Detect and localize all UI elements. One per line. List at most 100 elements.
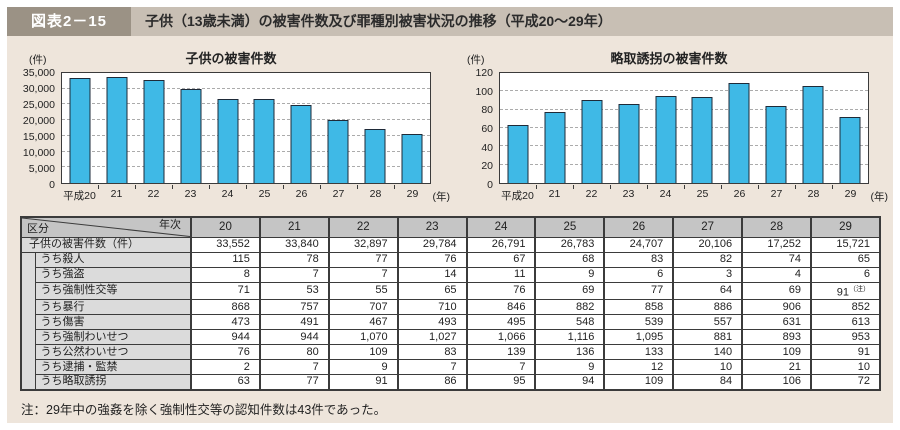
table-cell: 136 <box>534 344 606 361</box>
x-tick-mark <box>98 185 99 189</box>
table-cell: 24,707 <box>603 236 675 253</box>
table-cell: 86 <box>396 374 468 391</box>
table-row: うち傷害 473 491 467 493 495 548 539 557 631 613 <box>21 314 881 331</box>
table-cell: 9 <box>534 359 606 376</box>
table-cell: 893 <box>741 329 813 346</box>
bar <box>364 128 386 183</box>
table-cell: 67 <box>465 251 537 268</box>
year-header: 24 <box>465 216 537 238</box>
table-cell: 26,783 <box>534 236 606 253</box>
bar <box>839 117 861 183</box>
table-cell: 710 <box>396 299 468 316</box>
table-body: 子供の被害件数（件） 33,552 33,840 32,897 29,784 26,791… <box>20 236 881 391</box>
table-cell: 6 <box>810 266 881 283</box>
x-tick-mark <box>394 185 395 189</box>
plot-outer: 平成20 21 22 23 24 25 26 27 28 29 (年) <box>61 72 450 203</box>
x-tick-label: 22 <box>585 188 598 200</box>
table-cell: 10 <box>672 359 744 376</box>
bar <box>106 76 128 183</box>
table-cell: 69 <box>741 281 813 301</box>
y-tick-label: 35,000 <box>22 67 55 79</box>
table-cell: 473 <box>190 314 261 331</box>
table-cell: 77 <box>327 251 399 268</box>
year-header: 26 <box>603 216 675 238</box>
table-cell: 1,066 <box>465 329 537 346</box>
table-cell: 71 <box>190 281 261 301</box>
figure-header: 図表2－15 子供（13歳未満）の被害件数及び罪種別被害状況の推移（平成20～2… <box>7 7 893 36</box>
x-tick-mark <box>610 185 611 189</box>
table-cell: 882 <box>534 299 606 316</box>
year-header: 28 <box>741 216 813 238</box>
table-row: 子供の被害件数（件） 33,552 33,840 32,897 29,784 26,791… <box>20 236 881 253</box>
bar <box>253 98 275 183</box>
table-cell: 944 <box>190 329 261 346</box>
plot-area <box>499 72 869 184</box>
table-cell: 33,840 <box>258 236 330 253</box>
bar <box>802 85 824 183</box>
table-cell: 7 <box>258 266 330 283</box>
table-cell: 115 <box>190 251 261 268</box>
table-cell: 9 <box>327 359 399 376</box>
table-cell: 64 <box>672 281 744 301</box>
x-tick-label: 29 <box>406 188 419 200</box>
y-tick-label: 5,000 <box>28 163 55 175</box>
table-cell: 29,784 <box>396 236 468 253</box>
x-tick-label: 28 <box>369 188 382 200</box>
table-cell: 21 <box>741 359 813 376</box>
x-tick-label: 27 <box>770 188 783 200</box>
table-cell: 1,027 <box>396 329 468 346</box>
bar <box>327 119 349 183</box>
gridline <box>500 108 868 110</box>
corner-label-year: 年次 <box>159 219 181 231</box>
bar <box>691 96 713 183</box>
gridline <box>500 127 868 128</box>
y-tick-label: 25,000 <box>22 99 55 111</box>
y-tick-label: 60 <box>481 123 493 135</box>
x-tick-mark <box>320 185 321 189</box>
charts-row: 子供の被害件数 (件) 35,000 30,000 25,000 20,000 15,0… <box>7 51 893 203</box>
statistics-table: 年次 区分 20 21 22 23 24 25 26 27 28 29 子供の被害件数（件） 33,… <box>20 216 881 391</box>
table-cell: 868 <box>190 299 261 316</box>
table-cell: 493 <box>396 314 468 331</box>
table-cell: 557 <box>672 314 744 331</box>
x-tick-mark <box>758 185 759 189</box>
chart-title: 略取誘拐の被害件数 <box>610 51 728 66</box>
row-label: うち傷害 <box>34 314 192 331</box>
gridline <box>62 134 430 136</box>
y-tick-label: 80 <box>481 104 493 117</box>
x-tick-mark <box>172 185 173 189</box>
table-cell: 7 <box>327 266 399 283</box>
footnote: 注：29年中の強姦を除く強制性交等の認知件数は43件であった。 <box>21 402 387 417</box>
table-cell: 80 <box>258 344 330 361</box>
table-row: うち略取誘拐 63 77 91 86 95 94 109 84 106 72 <box>21 374 881 391</box>
x-tick-mark <box>357 185 358 189</box>
year-header: 27 <box>672 216 744 238</box>
gridline <box>62 103 430 105</box>
gridline <box>62 166 430 168</box>
x-tick-label: 23 <box>184 188 197 200</box>
table-corner-cell: 年次 区分 <box>20 216 192 238</box>
row-label: うち暴行 <box>34 299 192 316</box>
bar <box>217 98 239 183</box>
x-tick-label: 平成20 <box>63 190 96 202</box>
table-row: うち強盗 8 7 7 14 11 9 6 3 4 6 <box>21 266 881 283</box>
row-label: うち逮捕・監禁 <box>34 359 192 376</box>
bar-chart: 子供の被害件数 (件) 35,000 30,000 25,000 20,000 15,0… <box>13 51 450 203</box>
table-cell: 83 <box>603 251 675 268</box>
table-cell: 1,070 <box>327 329 399 346</box>
table-cell: 55 <box>327 281 399 301</box>
y-axis: 120 100 80 60 40 20 0 <box>451 67 499 191</box>
indent-strip <box>20 251 36 391</box>
y-tick-label: 20 <box>481 160 493 173</box>
table-cell: 17,252 <box>741 236 813 253</box>
x-tick-mark <box>209 185 210 189</box>
table-cell: 77 <box>258 374 330 391</box>
x-tick-mark <box>573 185 574 189</box>
figure-number-badge: 図表2－15 <box>7 7 131 36</box>
year-header: 29 <box>810 216 881 238</box>
table-row: うち殺人 115 78 77 76 67 68 83 82 74 65 <box>20 251 881 391</box>
table-cell: 91 <box>327 374 399 391</box>
table-cell: 495 <box>465 314 537 331</box>
gridline <box>62 87 430 89</box>
row-label: うち強制性交等 <box>34 281 192 301</box>
